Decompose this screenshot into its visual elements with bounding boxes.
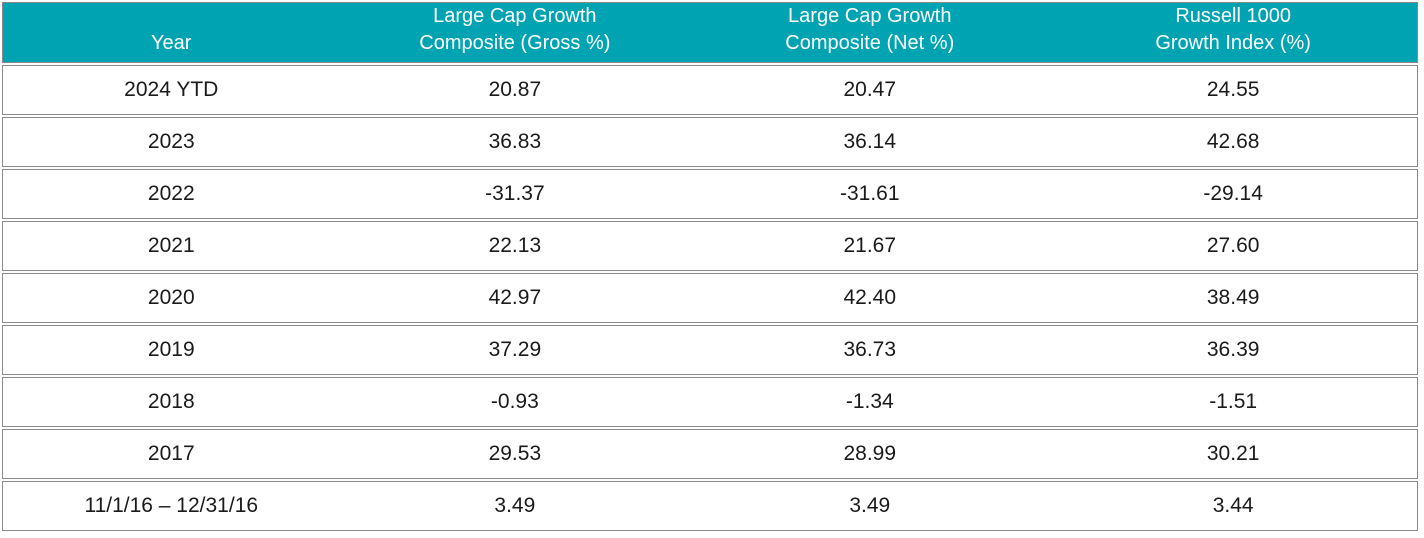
net-cell: 21.67 bbox=[843, 234, 897, 257]
gross-cell: 22.13 bbox=[488, 234, 542, 257]
index-cell: -1.51 bbox=[1209, 390, 1258, 413]
gross-cell: 20.87 bbox=[488, 78, 542, 101]
net-cell: 20.47 bbox=[843, 78, 897, 101]
year-cell: 2023 bbox=[147, 130, 195, 153]
year-cell: 2019 bbox=[147, 338, 195, 361]
column-header-gross: Large Cap Growth Composite (Gross %) bbox=[419, 5, 611, 54]
year-cell: 2021 bbox=[147, 234, 195, 257]
gross-cell: 42.97 bbox=[488, 286, 542, 309]
net-cell: 36.73 bbox=[843, 338, 897, 361]
performance-table: Year Large Cap Growth Composite (Gross %… bbox=[2, 2, 1418, 531]
year-cell: 2018 bbox=[147, 390, 195, 413]
year-cell: 2022 bbox=[147, 182, 195, 205]
table-header-row: Year Large Cap Growth Composite (Gross %… bbox=[2, 2, 1418, 63]
net-cell: 36.14 bbox=[843, 130, 897, 153]
table-row: 2023 36.83 36.14 42.68 bbox=[2, 117, 1418, 167]
table-row: 11/1/16 – 12/31/16 3.49 3.49 3.44 bbox=[2, 481, 1418, 531]
table-row: 2018 -0.93 -1.34 -1.51 bbox=[2, 377, 1418, 427]
year-cell: 2017 bbox=[147, 442, 195, 465]
net-cell: 28.99 bbox=[843, 442, 897, 465]
table-row: 2022 -31.37 -31.61 -29.14 bbox=[2, 169, 1418, 219]
net-cell: 3.49 bbox=[849, 494, 891, 517]
gross-cell: -0.93 bbox=[490, 390, 539, 413]
column-header-index: Russell 1000 Growth Index (%) bbox=[1155, 5, 1311, 54]
index-cell: 3.44 bbox=[1212, 494, 1254, 517]
year-cell: 11/1/16 – 12/31/16 bbox=[84, 494, 259, 517]
net-cell: -31.61 bbox=[840, 182, 900, 205]
gross-cell: 29.53 bbox=[488, 442, 542, 465]
column-header-year: Year bbox=[151, 31, 192, 54]
table-row: 2021 22.13 21.67 27.60 bbox=[2, 221, 1418, 271]
table-row: 2024 YTD 20.87 20.47 24.55 bbox=[2, 65, 1418, 115]
index-cell: 27.60 bbox=[1206, 234, 1260, 257]
net-cell: -1.34 bbox=[845, 390, 894, 413]
gross-cell: 3.49 bbox=[494, 494, 536, 517]
gross-cell: 36.83 bbox=[488, 130, 542, 153]
table-row: 2017 29.53 28.99 30.21 bbox=[2, 429, 1418, 479]
column-header-net: Large Cap Growth Composite (Net %) bbox=[785, 5, 955, 54]
index-cell: 38.49 bbox=[1206, 286, 1260, 309]
table-row: 2020 42.97 42.40 38.49 bbox=[2, 273, 1418, 323]
index-cell: 42.68 bbox=[1206, 130, 1260, 153]
index-cell: 24.55 bbox=[1206, 78, 1260, 101]
index-cell: 36.39 bbox=[1206, 338, 1260, 361]
table-row: 2019 37.29 36.73 36.39 bbox=[2, 325, 1418, 375]
index-cell: 30.21 bbox=[1206, 442, 1260, 465]
gross-cell: 37.29 bbox=[488, 338, 542, 361]
net-cell: 42.40 bbox=[843, 286, 897, 309]
year-cell: 2020 bbox=[147, 286, 195, 309]
index-cell: -29.14 bbox=[1203, 182, 1263, 205]
year-cell: 2024 YTD bbox=[124, 78, 219, 101]
gross-cell: -31.37 bbox=[485, 182, 545, 205]
